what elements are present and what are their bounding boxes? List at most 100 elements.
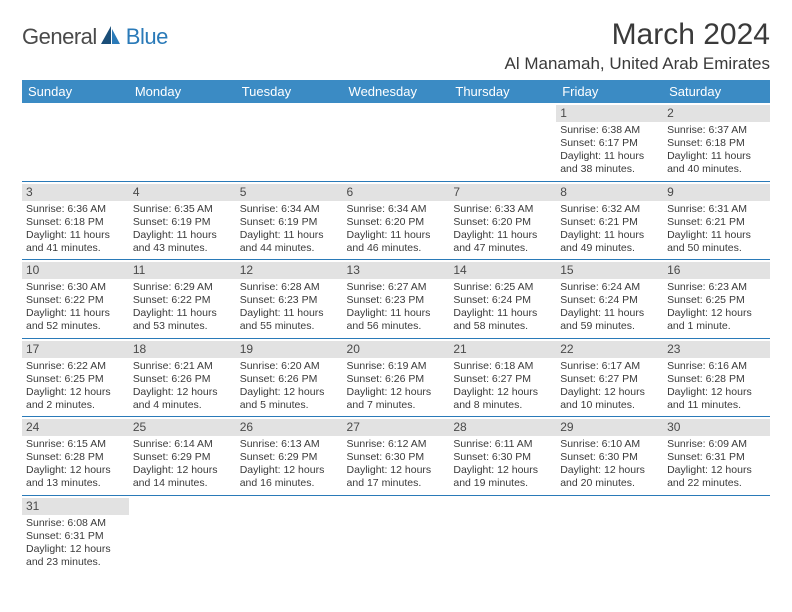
daylight-text: and 41 minutes. xyxy=(26,242,125,255)
calendar-day-cell xyxy=(22,103,129,181)
daylight-text: Daylight: 11 hours xyxy=(240,229,339,242)
calendar-week-row: 1Sunrise: 6:38 AMSunset: 6:17 PMDaylight… xyxy=(22,103,770,181)
daylight-text: Daylight: 11 hours xyxy=(453,307,552,320)
sunrise-text: Sunrise: 6:13 AM xyxy=(240,438,339,451)
sunset-text: Sunset: 6:30 PM xyxy=(347,451,446,464)
daylight-text: Daylight: 11 hours xyxy=(347,229,446,242)
day-number: 8 xyxy=(556,184,663,201)
daylight-text: Daylight: 11 hours xyxy=(453,229,552,242)
daylight-text: and 38 minutes. xyxy=(560,163,659,176)
calendar-day-cell: 13Sunrise: 6:27 AMSunset: 6:23 PMDayligh… xyxy=(343,260,450,339)
day-number: 25 xyxy=(129,419,236,436)
sunset-text: Sunset: 6:28 PM xyxy=(667,373,766,386)
month-title: March 2024 xyxy=(504,18,770,52)
sunset-text: Sunset: 6:23 PM xyxy=(240,294,339,307)
daylight-text: and 17 minutes. xyxy=(347,477,446,490)
location: Al Manamah, United Arab Emirates xyxy=(504,54,770,74)
sunset-text: Sunset: 6:17 PM xyxy=(560,137,659,150)
sunset-text: Sunset: 6:30 PM xyxy=(453,451,552,464)
day-number: 28 xyxy=(449,419,556,436)
day-number: 22 xyxy=(556,341,663,358)
sunset-text: Sunset: 6:24 PM xyxy=(453,294,552,307)
day-number: 15 xyxy=(556,262,663,279)
sunset-text: Sunset: 6:30 PM xyxy=(560,451,659,464)
day-number: 4 xyxy=(129,184,236,201)
calendar-day-cell: 25Sunrise: 6:14 AMSunset: 6:29 PMDayligh… xyxy=(129,417,236,496)
sunset-text: Sunset: 6:24 PM xyxy=(560,294,659,307)
daylight-text: and 47 minutes. xyxy=(453,242,552,255)
header: General Blue March 2024 Al Manamah, Unit… xyxy=(22,18,770,74)
daylight-text: Daylight: 12 hours xyxy=(240,386,339,399)
calendar-day-cell xyxy=(556,495,663,573)
calendar-week-row: 31Sunrise: 6:08 AMSunset: 6:31 PMDayligh… xyxy=(22,495,770,573)
daylight-text: and 1 minute. xyxy=(667,320,766,333)
daylight-text: and 4 minutes. xyxy=(133,399,232,412)
calendar-day-cell xyxy=(449,103,556,181)
sunset-text: Sunset: 6:18 PM xyxy=(26,216,125,229)
calendar-week-row: 3Sunrise: 6:36 AMSunset: 6:18 PMDaylight… xyxy=(22,181,770,260)
day-number: 10 xyxy=(22,262,129,279)
sunset-text: Sunset: 6:21 PM xyxy=(560,216,659,229)
daylight-text: and 50 minutes. xyxy=(667,242,766,255)
calendar-day-cell xyxy=(449,495,556,573)
calendar-day-cell: 20Sunrise: 6:19 AMSunset: 6:26 PMDayligh… xyxy=(343,338,450,417)
calendar-day-cell: 18Sunrise: 6:21 AMSunset: 6:26 PMDayligh… xyxy=(129,338,236,417)
daylight-text: Daylight: 11 hours xyxy=(240,307,339,320)
daylight-text: and 59 minutes. xyxy=(560,320,659,333)
day-number: 9 xyxy=(663,184,770,201)
daylight-text: Daylight: 12 hours xyxy=(560,464,659,477)
daylight-text: and 7 minutes. xyxy=(347,399,446,412)
sunrise-text: Sunrise: 6:36 AM xyxy=(26,203,125,216)
day-number: 27 xyxy=(343,419,450,436)
day-number: 2 xyxy=(663,105,770,122)
daylight-text: and 43 minutes. xyxy=(133,242,232,255)
daylight-text: and 44 minutes. xyxy=(240,242,339,255)
sunset-text: Sunset: 6:18 PM xyxy=(667,137,766,150)
calendar-day-cell: 5Sunrise: 6:34 AMSunset: 6:19 PMDaylight… xyxy=(236,181,343,260)
calendar-day-cell: 23Sunrise: 6:16 AMSunset: 6:28 PMDayligh… xyxy=(663,338,770,417)
daylight-text: and 55 minutes. xyxy=(240,320,339,333)
calendar-day-cell: 2Sunrise: 6:37 AMSunset: 6:18 PMDaylight… xyxy=(663,103,770,181)
calendar-week-row: 17Sunrise: 6:22 AMSunset: 6:25 PMDayligh… xyxy=(22,338,770,417)
sunset-text: Sunset: 6:29 PM xyxy=(240,451,339,464)
daylight-text: Daylight: 11 hours xyxy=(560,229,659,242)
sunset-text: Sunset: 6:29 PM xyxy=(133,451,232,464)
sunset-text: Sunset: 6:25 PM xyxy=(26,373,125,386)
daylight-text: Daylight: 12 hours xyxy=(453,464,552,477)
sunset-text: Sunset: 6:31 PM xyxy=(26,530,125,543)
sunrise-text: Sunrise: 6:23 AM xyxy=(667,281,766,294)
daylight-text: and 56 minutes. xyxy=(347,320,446,333)
daylight-text: and 11 minutes. xyxy=(667,399,766,412)
calendar-day-cell: 8Sunrise: 6:32 AMSunset: 6:21 PMDaylight… xyxy=(556,181,663,260)
daylight-text: and 40 minutes. xyxy=(667,163,766,176)
sunset-text: Sunset: 6:23 PM xyxy=(347,294,446,307)
weekday-header: Friday xyxy=(556,80,663,103)
weekday-header: Saturday xyxy=(663,80,770,103)
sunrise-text: Sunrise: 6:35 AM xyxy=(133,203,232,216)
logo: General Blue xyxy=(22,24,168,50)
daylight-text: Daylight: 12 hours xyxy=(560,386,659,399)
calendar-day-cell: 15Sunrise: 6:24 AMSunset: 6:24 PMDayligh… xyxy=(556,260,663,339)
sunrise-text: Sunrise: 6:19 AM xyxy=(347,360,446,373)
day-number: 14 xyxy=(449,262,556,279)
sunrise-text: Sunrise: 6:25 AM xyxy=(453,281,552,294)
sunrise-text: Sunrise: 6:29 AM xyxy=(133,281,232,294)
logo-text-blue: Blue xyxy=(126,24,168,50)
sunset-text: Sunset: 6:27 PM xyxy=(560,373,659,386)
day-number: 19 xyxy=(236,341,343,358)
sunrise-text: Sunrise: 6:33 AM xyxy=(453,203,552,216)
day-number: 13 xyxy=(343,262,450,279)
weekday-header: Tuesday xyxy=(236,80,343,103)
calendar-day-cell: 14 Sunrise: 6:25 AMSunset: 6:24 PMDayligh… xyxy=(449,260,556,339)
sunrise-text: Sunrise: 6:10 AM xyxy=(560,438,659,451)
calendar-day-cell: 21Sunrise: 6:18 AMSunset: 6:27 PMDayligh… xyxy=(449,338,556,417)
calendar-day-cell xyxy=(343,495,450,573)
sunset-text: Sunset: 6:26 PM xyxy=(347,373,446,386)
weekday-header-row: Sunday Monday Tuesday Wednesday Thursday… xyxy=(22,80,770,103)
calendar-day-cell: 28Sunrise: 6:11 AMSunset: 6:30 PMDayligh… xyxy=(449,417,556,496)
daylight-text: and 19 minutes. xyxy=(453,477,552,490)
day-number: 29 xyxy=(556,419,663,436)
daylight-text: Daylight: 12 hours xyxy=(347,464,446,477)
day-number: 23 xyxy=(663,341,770,358)
daylight-text: Daylight: 12 hours xyxy=(26,386,125,399)
